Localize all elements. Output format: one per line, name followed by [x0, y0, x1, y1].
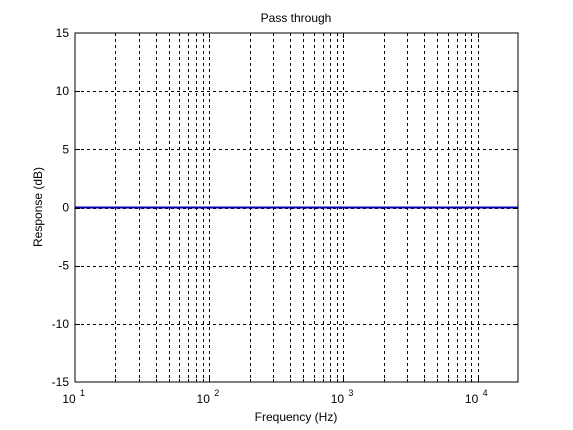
x-tick-label-exponent: 3 — [348, 388, 353, 398]
y-axis-label: Response (dB) — [31, 167, 45, 247]
y-tick-label: -10 — [52, 317, 70, 331]
y-tick-label: 0 — [62, 201, 69, 215]
y-tick-label: 10 — [56, 84, 70, 98]
tick-marks — [75, 33, 518, 382]
x-tick-label: 10 — [465, 392, 479, 406]
y-tick-label: 15 — [56, 26, 70, 40]
y-tick-label: -5 — [58, 259, 69, 273]
y-tick-labels: 15 10 5 0 -5 -10 -15 — [52, 26, 70, 389]
y-tick-label: -15 — [52, 375, 70, 389]
x-tick-label-exponent: 2 — [214, 388, 219, 398]
y-tick-label: 5 — [62, 142, 69, 156]
x-tick-label-exponent: 4 — [483, 388, 488, 398]
x-tick-label-exponent: 1 — [80, 388, 85, 398]
x-tick-label: 10 — [197, 392, 211, 406]
chart-title: Pass through — [261, 11, 332, 25]
plot-frame — [74, 32, 519, 383]
x-axis-label: Frequency (Hz) — [255, 410, 338, 424]
x-tick-labels: 10 1 10 2 10 3 10 4 — [62, 388, 487, 406]
x-tick-label: 10 — [62, 392, 76, 406]
x-tick-label: 10 — [331, 392, 345, 406]
